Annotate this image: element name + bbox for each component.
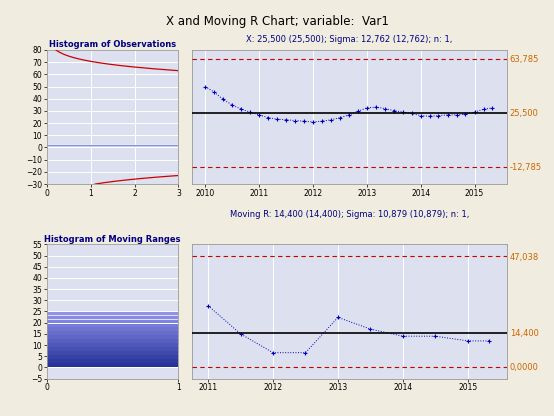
- Bar: [47, 332, 178, 335]
- Bar: [47, 324, 178, 327]
- Text: X: 25,500 (25,500); Sigma: 12,762 (12,762); n: 1,: X: 25,500 (25,500); Sigma: 12,762 (12,76…: [246, 35, 453, 45]
- Bar: [47, 312, 178, 315]
- Bar: [47, 347, 178, 352]
- Bar: [47, 355, 178, 359]
- Bar: [47, 339, 178, 343]
- Bar: [47, 359, 178, 363]
- Bar: [47, 364, 178, 367]
- Bar: [47, 319, 178, 323]
- Bar: [47, 145, 554, 146]
- Bar: [47, 344, 178, 347]
- Bar: [47, 327, 178, 332]
- Bar: [47, 335, 178, 339]
- Text: Moving R: 14,400 (14,400); Sigma: 10,879 (10,879); n: 1,: Moving R: 14,400 (14,400); Sigma: 10,879…: [230, 210, 469, 219]
- Bar: [47, 352, 178, 355]
- Bar: [47, 146, 554, 147]
- Title: Histogram of Moving Ranges: Histogram of Moving Ranges: [44, 235, 181, 244]
- Bar: [47, 315, 178, 319]
- Text: X and Moving R Chart; variable:  Var1: X and Moving R Chart; variable: Var1: [166, 15, 388, 27]
- Title: Histogram of Observations: Histogram of Observations: [49, 40, 176, 49]
